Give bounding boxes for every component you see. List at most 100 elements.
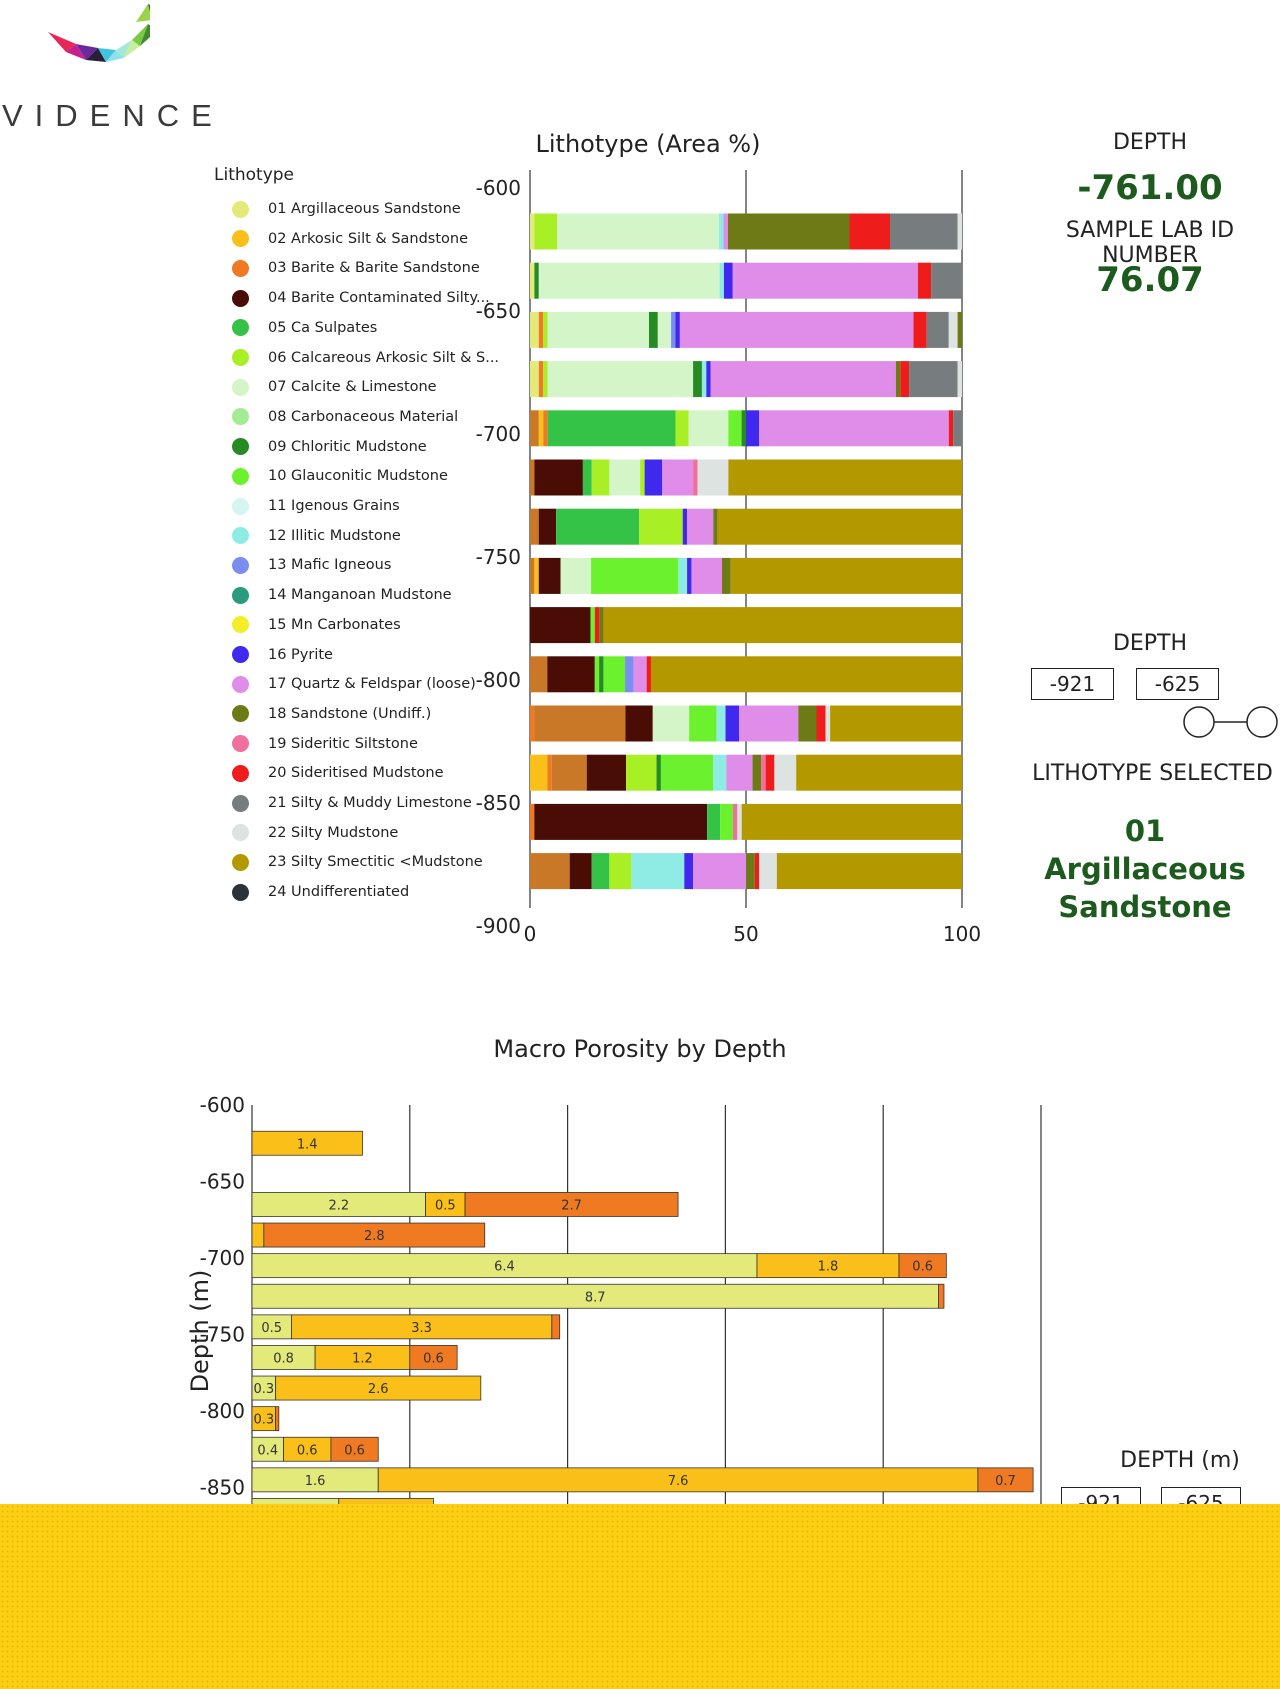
legend-item[interactable]: 19 Sideritic Siltstone: [232, 731, 418, 757]
legend-item[interactable]: 05 Ca Sulpates: [232, 315, 377, 341]
legend-swatch-icon: [232, 556, 249, 574]
lithotype-bar-segment: [720, 803, 734, 840]
legend-item[interactable]: 10 Glauconitic Mudstone: [232, 463, 448, 489]
porosity-bar-segment: [251, 1192, 426, 1217]
lithotype-bar-segment: [556, 508, 640, 545]
legend-item[interactable]: 12 Illitic Mudstone: [232, 523, 401, 549]
legend-swatch-icon: [232, 675, 249, 693]
lithotype-bar-segment: [530, 754, 548, 791]
porosity-bar-segment: [898, 1253, 947, 1279]
chart2-title: Macro Porosity by Depth: [493, 1035, 787, 1063]
porosity-data-label: 2.2: [328, 1198, 349, 1213]
y-tick-label: -700: [200, 1246, 245, 1270]
selected-lithotype-name-1[interactable]: Argillaceous: [1044, 852, 1246, 886]
legend-item[interactable]: 17 Quartz & Feldspar (loose): [232, 671, 476, 697]
lithotype-bar-segment: [752, 754, 762, 791]
lithotype-bar-segment: [776, 853, 962, 890]
legend-item[interactable]: 03 Barite & Barite Sandstone: [232, 255, 480, 281]
lithotype-bar-segment: [547, 410, 676, 447]
slider-handle-min[interactable]: [1183, 706, 1215, 738]
y-tick-label: -850: [200, 1476, 245, 1500]
lithotype-bar-segment: [547, 656, 595, 693]
porosity-data-label: 2.7: [561, 1198, 582, 1213]
porosity-bar-segment: [251, 1467, 379, 1493]
lithotype-bar-segment: [719, 262, 724, 299]
legend-item[interactable]: 20 Sideritised Mudstone: [232, 760, 444, 786]
lithotype-bar-segment: [719, 213, 724, 250]
porosity-data-label: 0.6: [423, 1351, 444, 1366]
lithotype-bar-segment: [707, 803, 721, 840]
y-tick-label: -750: [200, 1323, 245, 1347]
lithotype-bar-segment: [547, 361, 694, 398]
porosity-bar-segment: [263, 1222, 486, 1248]
lithotype-bar-segment: [688, 410, 729, 447]
lithotype-bar-segment: [953, 410, 962, 447]
lithotype-bar-segment: [741, 803, 962, 840]
legend-item[interactable]: 09 Chloritic Mudstone: [232, 434, 427, 460]
x-tick-label: 0: [524, 922, 537, 946]
legend-swatch-icon: [232, 527, 249, 545]
lithotype-bar-segment: [728, 213, 850, 250]
legend-item[interactable]: 13 Mafic Igneous: [232, 552, 391, 578]
legend-item[interactable]: 07 Calcite & Limestone: [232, 374, 437, 400]
legend-item-label: 18 Sandstone (Undiff.): [268, 705, 432, 722]
legend-item-label: 20 Sideritised Mudstone: [268, 765, 444, 782]
lithotype-bar-segment: [534, 213, 557, 250]
lithotype-bar-segment: [728, 410, 742, 447]
depth-max-input[interactable]: -625: [1136, 668, 1219, 700]
legend-item[interactable]: 22 Silty Mudstone: [232, 820, 398, 846]
selected-lithotype-code[interactable]: 01: [1124, 814, 1166, 848]
legend-item[interactable]: 16 Pyrite: [232, 642, 333, 668]
legend-item[interactable]: 04 Barite Contaminated Silty...: [232, 285, 490, 311]
legend-item[interactable]: 14 Manganoan Mudstone: [232, 582, 452, 608]
lithotype-bar-segment: [534, 803, 708, 840]
lithotype-bar-segment: [530, 410, 539, 447]
lithotype-bar-segment: [957, 213, 962, 250]
legend-item[interactable]: 02 Arkosic Silt & Sandstone: [232, 226, 468, 252]
lithotype-bar-segment: [530, 853, 570, 890]
legend-item[interactable]: 01 Argillaceous Sandstone: [232, 196, 461, 222]
lithotype-bar-segment: [586, 754, 626, 791]
legend-item-label: 13 Mafic Igneous: [268, 557, 392, 574]
slider-handle-max[interactable]: [1246, 706, 1278, 738]
lithotype-bar-segment: [633, 656, 647, 693]
lithotype-bar-segment: [759, 853, 777, 890]
legend-swatch-icon: [232, 586, 249, 604]
porosity-data-label: 0.3: [253, 1413, 274, 1428]
depth-min-input[interactable]: -921: [1031, 668, 1114, 700]
legend-item[interactable]: 06 Calcareous Arkosic Silt & S...: [232, 345, 499, 371]
lithotype-bar-segment: [710, 361, 896, 398]
y-tick-label: -650: [200, 1170, 245, 1194]
selected-lithotype-name-2[interactable]: Sandstone: [1058, 890, 1232, 924]
porosity-chart: -600 -650 -700 -750 -800 -850 1.4 2.2 0.5 2.7 2.8 6…: [200, 1093, 1042, 1525]
legend-item-label: 05 Ca Sulpates: [268, 319, 378, 336]
lithotype-bar-segment: [530, 213, 535, 250]
lithotype-bar-segment: [656, 754, 661, 791]
legend-item[interactable]: 11 Igenous Grains: [232, 493, 400, 519]
legend-item-label: 02 Arkosic Silt & Sandstone: [268, 230, 469, 247]
lithotype-bar-segment: [530, 557, 535, 594]
legend-item[interactable]: 23 Silty Smectitic <Mudstone: [232, 849, 483, 875]
legend-item[interactable]: 21 Silty & Muddy Limestone: [232, 790, 472, 816]
lithotype-bar-segment: [723, 213, 728, 250]
porosity-data-label: 7.6: [668, 1474, 689, 1489]
porosity-data-label: 1.4: [297, 1137, 318, 1152]
legend-item-label: 01 Argillaceous Sandstone: [268, 201, 461, 217]
legend-item[interactable]: 15 Mn Carbonates: [232, 612, 401, 638]
y-tick-label: -800: [476, 668, 521, 692]
lithotype-bar-segment: [590, 607, 595, 644]
lithotype-bar-segment: [713, 754, 727, 791]
legend-item-label: 08 Carbonaceous Material: [268, 408, 459, 425]
legend-swatch-icon: [232, 319, 249, 337]
legend-item[interactable]: 18 Sandstone (Undiff.): [232, 701, 431, 727]
legend-item[interactable]: 08 Carbonaceous Material: [232, 404, 458, 430]
lithotype-bar-segment: [957, 361, 962, 398]
lithotype-bar-segment: [657, 311, 672, 348]
lithotype-bar-segment: [722, 557, 731, 594]
lithotype-bar-segment: [717, 508, 962, 545]
legend-item[interactable]: 24 Undifferentiated: [232, 879, 409, 905]
porosity-bar-segment: [330, 1436, 379, 1462]
porosity-bar-segment: [251, 1283, 939, 1309]
depth-range-slider[interactable]: [1180, 704, 1280, 740]
porosity-data-label: 0.5: [435, 1198, 456, 1213]
